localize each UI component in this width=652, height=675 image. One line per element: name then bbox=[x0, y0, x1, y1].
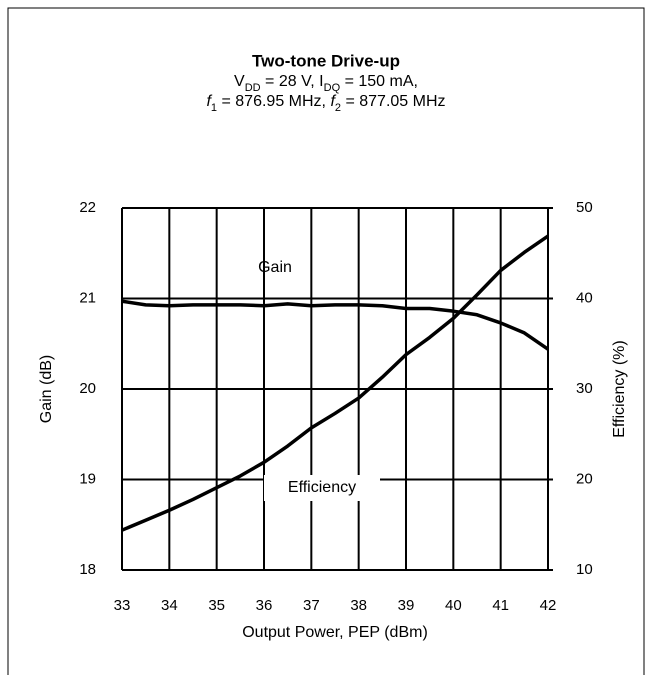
x-tick-label: 39 bbox=[398, 597, 415, 614]
subtitle-part: V bbox=[234, 73, 245, 90]
x-tick-label: 37 bbox=[303, 597, 320, 614]
subtitle-part: 2 bbox=[335, 102, 341, 114]
y-tick-label: 22 bbox=[79, 199, 96, 216]
y-axis-label: Gain (dB) bbox=[38, 355, 55, 423]
chart-subtitle: VDD = 28 V, IDQ = 150 mA, bbox=[234, 73, 418, 94]
x-tick-label: 36 bbox=[256, 597, 273, 614]
y-tick-label: 20 bbox=[79, 380, 96, 397]
subtitle-part: f bbox=[206, 93, 212, 110]
subtitle-part: f bbox=[330, 93, 336, 110]
y2-axis-label: Efficiency (%) bbox=[611, 340, 628, 438]
y-tick-label: 18 bbox=[79, 561, 96, 578]
y2-tick-label: 20 bbox=[576, 470, 593, 487]
series-label: Gain bbox=[258, 259, 292, 276]
x-tick-label: 42 bbox=[540, 597, 557, 614]
x-tick-label: 34 bbox=[161, 597, 178, 614]
subtitle-part: = 877.05 MHz bbox=[341, 93, 446, 110]
y-tick-label: 19 bbox=[79, 470, 96, 487]
chart-subtitle: f1 = 876.95 MHz, f2 = 877.05 MHz bbox=[206, 93, 445, 114]
subtitle-part: = 28 V, I bbox=[261, 73, 324, 90]
y2-tick-label: 40 bbox=[576, 289, 593, 306]
subtitle-part: DD bbox=[245, 82, 261, 94]
x-tick-label: 33 bbox=[114, 597, 131, 614]
x-axis-label: Output Power, PEP (dBm) bbox=[242, 624, 428, 641]
series-label: Efficiency bbox=[288, 479, 356, 496]
subtitle-part: = 150 mA, bbox=[340, 73, 418, 90]
series-line bbox=[121, 299, 549, 351]
y-tick-label: 21 bbox=[79, 289, 96, 306]
x-tick-label: 35 bbox=[208, 597, 225, 614]
subtitle-part: DQ bbox=[324, 82, 341, 94]
frame bbox=[7, 7, 645, 675]
y2-tick-label: 50 bbox=[576, 199, 593, 216]
chart-title: Two-tone Drive-up bbox=[252, 51, 400, 70]
y2-tick-label: 30 bbox=[576, 380, 593, 397]
series-line bbox=[121, 234, 549, 532]
x-tick-label: 38 bbox=[350, 597, 367, 614]
x-tick-label: 40 bbox=[445, 597, 462, 614]
x-tick-label: 41 bbox=[492, 597, 509, 614]
y2-tick-label: 10 bbox=[576, 561, 593, 578]
label-background bbox=[264, 475, 380, 501]
subtitle-part: = 876.95 MHz, bbox=[217, 93, 330, 110]
subtitle-part: 1 bbox=[211, 102, 217, 114]
